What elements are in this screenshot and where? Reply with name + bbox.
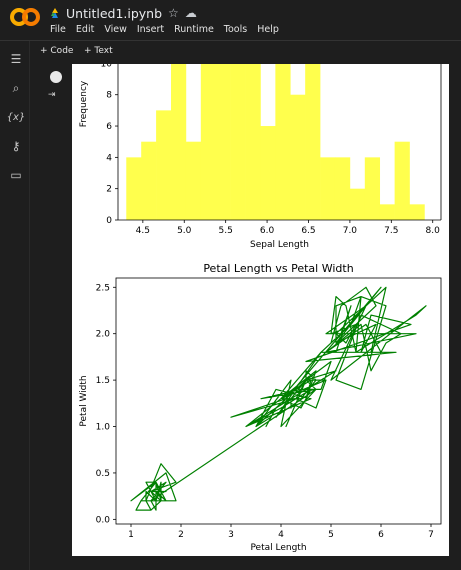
- histogram-bar: [230, 64, 246, 220]
- x-tick-label: 7.0: [343, 226, 358, 236]
- histogram-bar: [260, 126, 276, 220]
- x-tick-label: 1: [128, 530, 134, 540]
- series-line: [130, 286, 427, 511]
- x-tick-label: 4: [278, 530, 284, 540]
- folder-icon[interactable]: ▭: [10, 168, 22, 182]
- add-text-button[interactable]: + Text: [84, 46, 113, 56]
- x-tick-label: 5: [328, 530, 334, 540]
- y-tick-label: 0.0: [96, 515, 111, 525]
- y-tick-label: 0: [106, 216, 112, 226]
- y-axis-label: Petal Width: [79, 375, 89, 426]
- x-tick-label: 6: [378, 530, 384, 540]
- menu-edit[interactable]: Edit: [75, 24, 95, 35]
- x-axis-label: Sepal Length: [250, 240, 309, 250]
- histogram-bar: [275, 64, 291, 220]
- chart-title: Petal Length vs Petal Width: [203, 262, 353, 275]
- x-tick-label: 5.0: [177, 226, 192, 236]
- title-row: Untitled1.ipynb ☆ ☁: [50, 5, 197, 21]
- histogram-output: 4.5 5.0 5.5 6.0 6.5 7.0 7.5 8.0 0 2 4 6 8 10 Sepal Len…: [72, 59, 449, 254]
- menu-file[interactable]: File: [50, 24, 66, 35]
- menu-insert[interactable]: Insert: [136, 24, 165, 35]
- x-tick-label: 5.5: [219, 226, 233, 236]
- left-rail: ☰ ⌕ {x} ⚷ ▭: [0, 41, 30, 570]
- cell-gutter: [30, 64, 72, 570]
- histogram-bar: [126, 157, 142, 220]
- histogram-chart: 4.5 5.0 5.5 6.0 6.5 7.0 7.5 8.0 0 2 4 6 8 10 Sepal Len…: [79, 59, 442, 250]
- x-tick-label: 6.5: [301, 226, 315, 236]
- drive-doc-icon: [51, 8, 58, 18]
- x-tick-label: 8.0: [426, 226, 441, 236]
- run-cell-icon[interactable]: [50, 71, 62, 83]
- x-tick-label: 4.5: [136, 226, 150, 236]
- histogram-bar: [305, 64, 321, 220]
- y-tick-label: 8: [106, 91, 112, 101]
- y-tick-label: 4: [106, 153, 112, 163]
- histogram-bar: [379, 204, 395, 220]
- histogram-bar: [320, 157, 336, 220]
- y-tick-label: 2.0: [96, 330, 111, 340]
- menu-view[interactable]: View: [104, 24, 127, 35]
- star-icon[interactable]: ☆: [168, 6, 179, 20]
- y-tick-label: 2: [106, 185, 112, 195]
- y-tick-label: 10: [101, 64, 113, 69]
- y-tick-label: 1.0: [96, 423, 111, 433]
- colab-logo[interactable]: [10, 6, 40, 28]
- cloud-icon[interactable]: ☁: [184, 6, 197, 20]
- y-tick-label: 6: [106, 122, 112, 132]
- histogram-bar: [200, 64, 217, 220]
- x-tick-label: 7: [428, 530, 434, 540]
- notebook-title[interactable]: Untitled1.ipynb: [66, 5, 163, 21]
- x-tick-label: 6.0: [260, 226, 275, 236]
- variables-icon[interactable]: {x}: [6, 111, 26, 123]
- plot-frame: [115, 277, 442, 525]
- histogram-bar: [141, 141, 157, 220]
- key-icon[interactable]: ⚷: [11, 139, 21, 153]
- histogram-bar: [334, 157, 351, 220]
- toc-icon[interactable]: ☰: [10, 52, 22, 66]
- histogram-bar: [349, 188, 366, 220]
- histogram-bar: [409, 204, 425, 220]
- x-tick-label: 2: [178, 530, 184, 540]
- histogram-bar: [290, 94, 306, 220]
- histogram-bar: [245, 64, 261, 220]
- output-icon[interactable]: ⇥: [48, 90, 56, 100]
- histogram-bar: [171, 64, 187, 220]
- histogram-bar: [394, 141, 410, 220]
- top-bar: Untitled1.ipynb ☆ ☁ File Edit View Inser…: [0, 0, 461, 40]
- histogram-bar: [185, 141, 202, 220]
- histogram-bar: [364, 157, 381, 220]
- scrollbar-track[interactable]: [449, 64, 461, 570]
- search-icon[interactable]: ⌕: [12, 80, 20, 95]
- y-tick-label: 2.5: [96, 283, 110, 293]
- notebook-toolbar: + Code + Text: [0, 40, 461, 64]
- menu-bar: File Edit View Insert Runtime Tools Help: [50, 24, 279, 35]
- y-tick-label: 0.5: [96, 469, 110, 479]
- menu-help[interactable]: Help: [257, 24, 279, 35]
- x-tick-label: 3: [228, 530, 234, 540]
- line-plot-output: 1 2 3 4 5 6 7 0.0 0.5 1.0 1.5 2.0 2.5 Petal Length vs…: [72, 254, 449, 556]
- x-tick-label: 7.5: [384, 226, 398, 236]
- histogram-bar: [215, 64, 231, 220]
- menu-tools[interactable]: Tools: [223, 24, 248, 35]
- histogram-bar: [156, 110, 172, 220]
- menu-runtime[interactable]: Runtime: [174, 24, 214, 35]
- y-axis-label: Frequency: [79, 80, 89, 127]
- x-axis-label: Petal Length: [250, 543, 306, 553]
- y-tick-label: 1.5: [96, 376, 110, 386]
- add-code-button[interactable]: + Code: [40, 46, 74, 56]
- line-chart: 1 2 3 4 5 6 7 0.0 0.5 1.0 1.5 2.0 2.5 Petal Length vs…: [79, 262, 442, 553]
